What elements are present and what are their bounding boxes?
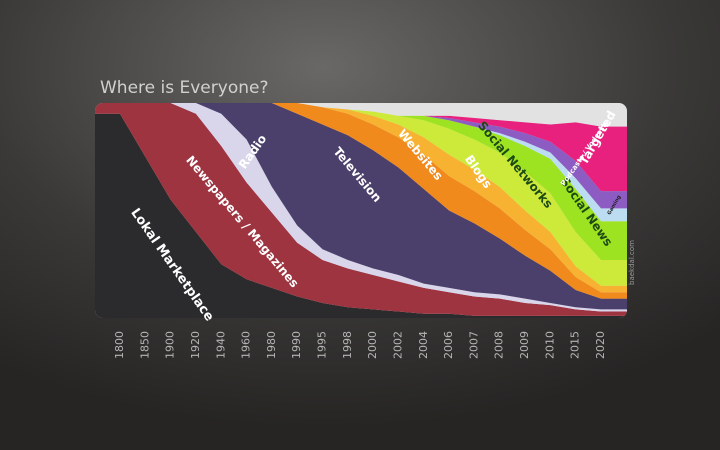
area: [95, 103, 627, 209]
area: [95, 103, 627, 293]
x-tick-label: 2004: [417, 331, 430, 359]
area: [95, 103, 627, 286]
x-tick-label: 2020: [594, 331, 607, 359]
area: [95, 113, 627, 318]
area: [95, 103, 627, 312]
x-tick-label: 1920: [189, 331, 202, 359]
x-tick-label: 2009: [518, 331, 531, 359]
x-tick-label: 2008: [493, 331, 506, 359]
area: [95, 103, 627, 299]
x-tick-label: 1960: [240, 331, 253, 359]
x-tick-label: 1850: [138, 331, 151, 359]
x-tick-label: 1980: [265, 331, 278, 359]
x-tick-label: 1998: [341, 331, 354, 359]
x-tick-label: 1900: [164, 331, 177, 359]
areas: [95, 103, 627, 318]
source: baekdal.com: [628, 240, 636, 285]
x-tick-label: 1800: [113, 331, 126, 359]
x-tick-label: 2006: [442, 331, 455, 359]
x-tick-label: 1940: [214, 331, 227, 359]
x-tick-label: 2007: [467, 331, 480, 359]
chart-title: Where is Everyone?: [100, 78, 268, 98]
x-tick-label: 2015: [569, 331, 582, 359]
x-tick-label: 2002: [391, 331, 404, 359]
x-tick-label: 2010: [543, 331, 556, 359]
area: [95, 103, 627, 316]
x-tick-label: 1990: [290, 331, 303, 359]
x-tick-label: 1995: [316, 331, 329, 359]
area: [95, 103, 627, 310]
area: [95, 103, 627, 260]
area: [95, 103, 627, 192]
x-tick-label: 2000: [366, 331, 379, 359]
